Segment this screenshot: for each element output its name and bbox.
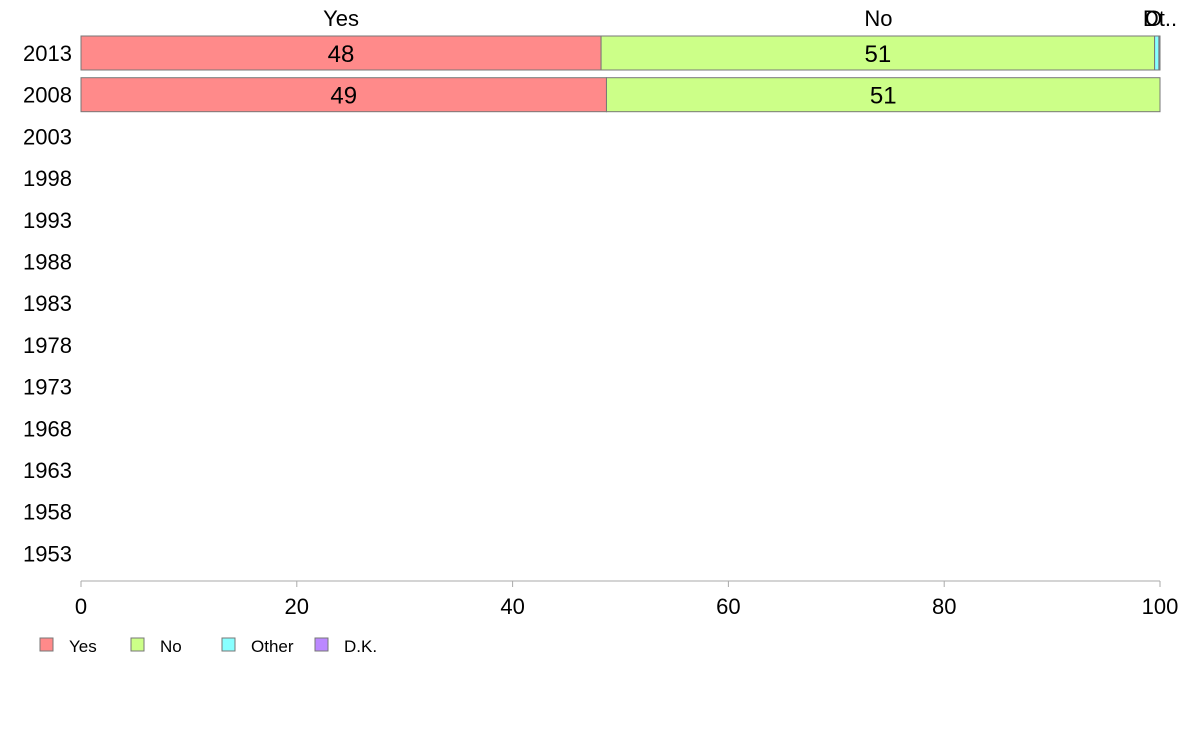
data-label: 51 [870, 83, 897, 110]
data-label: 48 [328, 41, 355, 68]
x-tick-label: 100 [1142, 594, 1179, 619]
category-label-1978: 1978 [23, 333, 72, 358]
category-label-1988: 1988 [23, 250, 72, 275]
category-label-1973: 1973 [23, 375, 72, 400]
category-label-2008: 2008 [23, 83, 72, 108]
bar-dk-2013 [1158, 35, 1161, 71]
category-label-1968: 1968 [23, 416, 72, 441]
category-label-2003: 2003 [23, 124, 72, 149]
bar-no-2008 [605, 77, 1161, 113]
column-label: Yes [323, 6, 359, 31]
legend-swatch-no [130, 637, 145, 652]
category-label-1983: 1983 [23, 291, 72, 316]
category-label-1993: 1993 [23, 208, 72, 233]
x-tick-label: 60 [716, 594, 740, 619]
category-label-2013: 2013 [23, 41, 72, 66]
column-label: O [1145, 6, 1162, 31]
bar-no-2013 [600, 35, 1156, 71]
category-label-1963: 1963 [23, 458, 72, 483]
x-tick-label: 40 [500, 594, 524, 619]
legend-label: D.K. [344, 637, 377, 656]
category-label-1953: 1953 [23, 541, 72, 566]
legend-label: No [160, 637, 182, 656]
legend-swatch-other [221, 637, 236, 652]
legend-swatch-yes [39, 637, 54, 652]
x-tick-label: 0 [75, 594, 87, 619]
category-label-1998: 1998 [23, 166, 72, 191]
legend-label: Other [251, 637, 294, 656]
legend-swatch-dk [314, 637, 329, 652]
legend-label: Yes [69, 637, 97, 656]
category-label-1958: 1958 [23, 500, 72, 525]
x-tick-label: 80 [932, 594, 956, 619]
column-label: Dt.. [1143, 6, 1177, 31]
x-tick-label: 20 [285, 594, 309, 619]
bar-other-2013 [1154, 35, 1160, 71]
column-label: No [864, 6, 892, 31]
data-label: 51 [864, 41, 891, 68]
data-label: 49 [330, 83, 357, 110]
